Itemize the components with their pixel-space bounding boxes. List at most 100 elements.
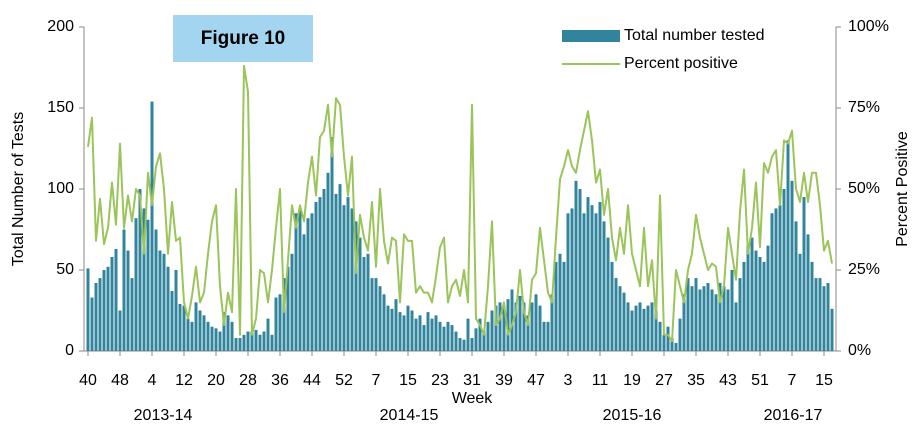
bar <box>390 308 394 351</box>
bar <box>686 278 690 351</box>
bar <box>498 302 502 351</box>
y-tick-label: 150 <box>47 99 74 116</box>
bar <box>790 180 794 351</box>
bar <box>386 305 390 351</box>
bar <box>750 237 754 351</box>
bar <box>298 208 302 351</box>
bar <box>254 329 258 351</box>
bar <box>714 294 718 351</box>
y2-tick-label: 0% <box>848 342 871 359</box>
bar <box>402 315 406 351</box>
bar <box>762 261 766 351</box>
legend-swatch <box>562 30 620 42</box>
bar <box>354 221 358 351</box>
bar <box>590 205 594 351</box>
bar <box>674 342 678 351</box>
bar <box>446 321 450 351</box>
bar <box>658 321 662 351</box>
bar <box>718 282 722 351</box>
bar <box>730 270 734 351</box>
bar <box>146 219 150 351</box>
line <box>87 64 833 343</box>
bar <box>538 305 542 351</box>
y-tick-label: 0 <box>65 342 74 359</box>
x-tick-label: 23 <box>431 372 449 389</box>
bar <box>414 318 418 351</box>
bar <box>410 310 414 351</box>
bar <box>710 289 714 351</box>
bar <box>214 328 218 351</box>
bar <box>98 278 102 351</box>
bar <box>486 321 490 351</box>
bar <box>338 184 342 351</box>
bar <box>546 321 550 351</box>
bar <box>118 310 122 351</box>
bar <box>458 338 462 351</box>
bar <box>270 334 274 351</box>
y2-tick-label: 25% <box>848 261 880 278</box>
bar <box>434 315 438 351</box>
bar <box>786 140 790 351</box>
bar <box>582 213 586 351</box>
bar <box>450 325 454 351</box>
bar <box>510 289 514 351</box>
bar <box>570 208 574 351</box>
bar <box>814 278 818 351</box>
bar <box>794 221 798 351</box>
bar <box>698 289 702 351</box>
x-tick-label: 20 <box>207 372 225 389</box>
bar <box>646 305 650 351</box>
bar <box>150 101 154 352</box>
bar <box>158 250 162 351</box>
bar <box>122 229 126 351</box>
x-tick-label: 43 <box>719 372 737 389</box>
bar <box>518 295 522 351</box>
bar <box>90 297 94 351</box>
bar <box>594 213 598 351</box>
bar <box>806 234 810 351</box>
y2-tick-label: 75% <box>848 99 880 116</box>
bar <box>562 261 566 351</box>
bar <box>114 248 118 351</box>
bar <box>330 137 334 351</box>
bar <box>706 282 710 351</box>
bar <box>258 334 262 351</box>
bar <box>226 315 230 351</box>
x-tick-label: 15 <box>815 372 833 389</box>
bar <box>346 197 350 351</box>
y-axis-title: Total Number of Tests <box>10 112 27 266</box>
bar <box>742 261 746 351</box>
bar <box>378 286 382 351</box>
bar <box>218 331 222 351</box>
bar <box>462 339 466 351</box>
bar <box>162 253 166 351</box>
bar <box>490 310 494 351</box>
bar <box>394 299 398 351</box>
bar <box>634 305 638 351</box>
bar <box>530 302 534 351</box>
bar <box>798 253 802 351</box>
bar <box>366 253 370 351</box>
bar <box>662 334 666 351</box>
bar <box>474 328 478 351</box>
bar <box>482 331 486 351</box>
bar <box>134 218 138 351</box>
bar <box>558 253 562 351</box>
bar <box>726 289 730 351</box>
bar <box>130 278 134 351</box>
bar <box>478 318 482 351</box>
bar <box>422 325 426 351</box>
bar <box>94 282 98 351</box>
bar <box>630 310 634 351</box>
bar <box>642 308 646 351</box>
bar <box>222 312 226 351</box>
bar <box>418 315 422 351</box>
bar <box>746 245 750 351</box>
bar <box>702 286 706 351</box>
bar <box>278 294 282 351</box>
y2-axis-title: Percent Positive <box>894 131 911 247</box>
y-tick-label: 100 <box>47 180 74 197</box>
bar <box>442 326 446 351</box>
bar <box>382 294 386 351</box>
